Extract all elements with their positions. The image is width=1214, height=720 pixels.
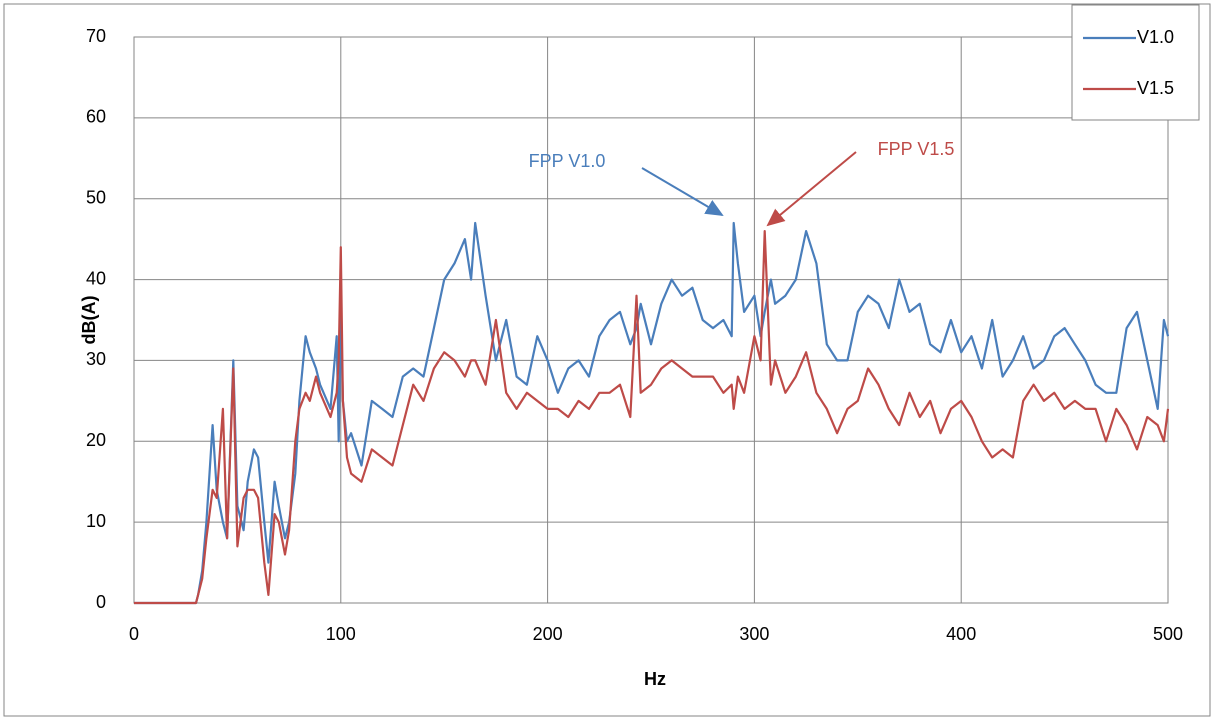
- annotation-arrow: [766, 151, 857, 227]
- y-tick-label: 20: [86, 430, 106, 450]
- x-tick-label: 200: [533, 624, 563, 644]
- y-tick-label: 60: [86, 107, 106, 127]
- x-tick-label: 500: [1153, 624, 1183, 644]
- y-tick-label: 30: [86, 349, 106, 369]
- y-tick-label: 0: [96, 592, 106, 612]
- annotation-arrow: [641, 167, 724, 217]
- y-tick-label: 70: [86, 26, 106, 46]
- x-axis-label: Hz: [644, 669, 666, 689]
- x-tick-label: 300: [739, 624, 769, 644]
- y-axis-label: dB(A): [79, 296, 99, 345]
- y-tick-label: 10: [86, 511, 106, 531]
- legend-label: V1.0: [1137, 27, 1174, 47]
- annotation: FPP V1.5: [878, 139, 955, 159]
- y-tick-label: 50: [86, 187, 106, 207]
- x-tick-label: 100: [326, 624, 356, 644]
- x-tick-label: 0: [129, 624, 139, 644]
- x-tick-label: 400: [946, 624, 976, 644]
- legend-label: V1.5: [1137, 78, 1174, 98]
- series-line: [134, 230, 1170, 605]
- legend: [1071, 4, 1200, 121]
- annotation: FPP V1.0: [529, 151, 606, 171]
- y-tick-label: 40: [86, 268, 106, 288]
